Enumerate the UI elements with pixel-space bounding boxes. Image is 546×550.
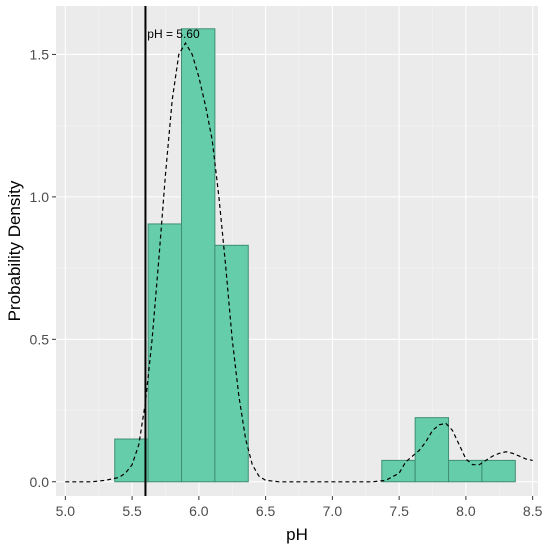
histogram-bar bbox=[414, 417, 450, 483]
x-tick-label: 5.0 bbox=[56, 503, 76, 519]
histogram-bar bbox=[214, 244, 249, 483]
plot-panel bbox=[56, 6, 538, 496]
density-curve bbox=[65, 41, 533, 483]
x-tick-label: 8.5 bbox=[523, 503, 543, 519]
x-axis-title: pH bbox=[286, 525, 308, 544]
y-axis-ticks: 0.0 0.5 1.0 1.5 bbox=[30, 46, 56, 490]
x-tick-label: 7.0 bbox=[323, 503, 343, 519]
histogram-bar bbox=[147, 223, 183, 483]
y-axis-title: Probability Density bbox=[5, 180, 24, 321]
y-tick-label: 0.0 bbox=[30, 474, 50, 490]
x-tick-label: 7.5 bbox=[389, 503, 409, 519]
x-axis-ticks: 5.0 5.5 6.0 6.5 7.0 7.5 8.0 8.5 bbox=[56, 496, 543, 519]
histogram-bars bbox=[114, 28, 516, 483]
y-tick-label: 0.5 bbox=[30, 331, 50, 347]
histogram-bar bbox=[481, 459, 516, 483]
reference-line-label: pH = 5.60 bbox=[147, 27, 200, 41]
histogram-bar bbox=[181, 28, 216, 483]
histogram-bar bbox=[381, 459, 416, 483]
y-tick-label: 1.0 bbox=[30, 189, 50, 205]
x-tick-label: 8.0 bbox=[456, 503, 476, 519]
y-tick-label: 1.5 bbox=[30, 46, 50, 62]
histogram-bar bbox=[114, 438, 149, 483]
x-tick-label: 5.5 bbox=[122, 503, 142, 519]
x-tick-label: 6.5 bbox=[256, 503, 276, 519]
x-tick-label: 6.0 bbox=[189, 503, 209, 519]
histogram-bar bbox=[448, 459, 483, 483]
